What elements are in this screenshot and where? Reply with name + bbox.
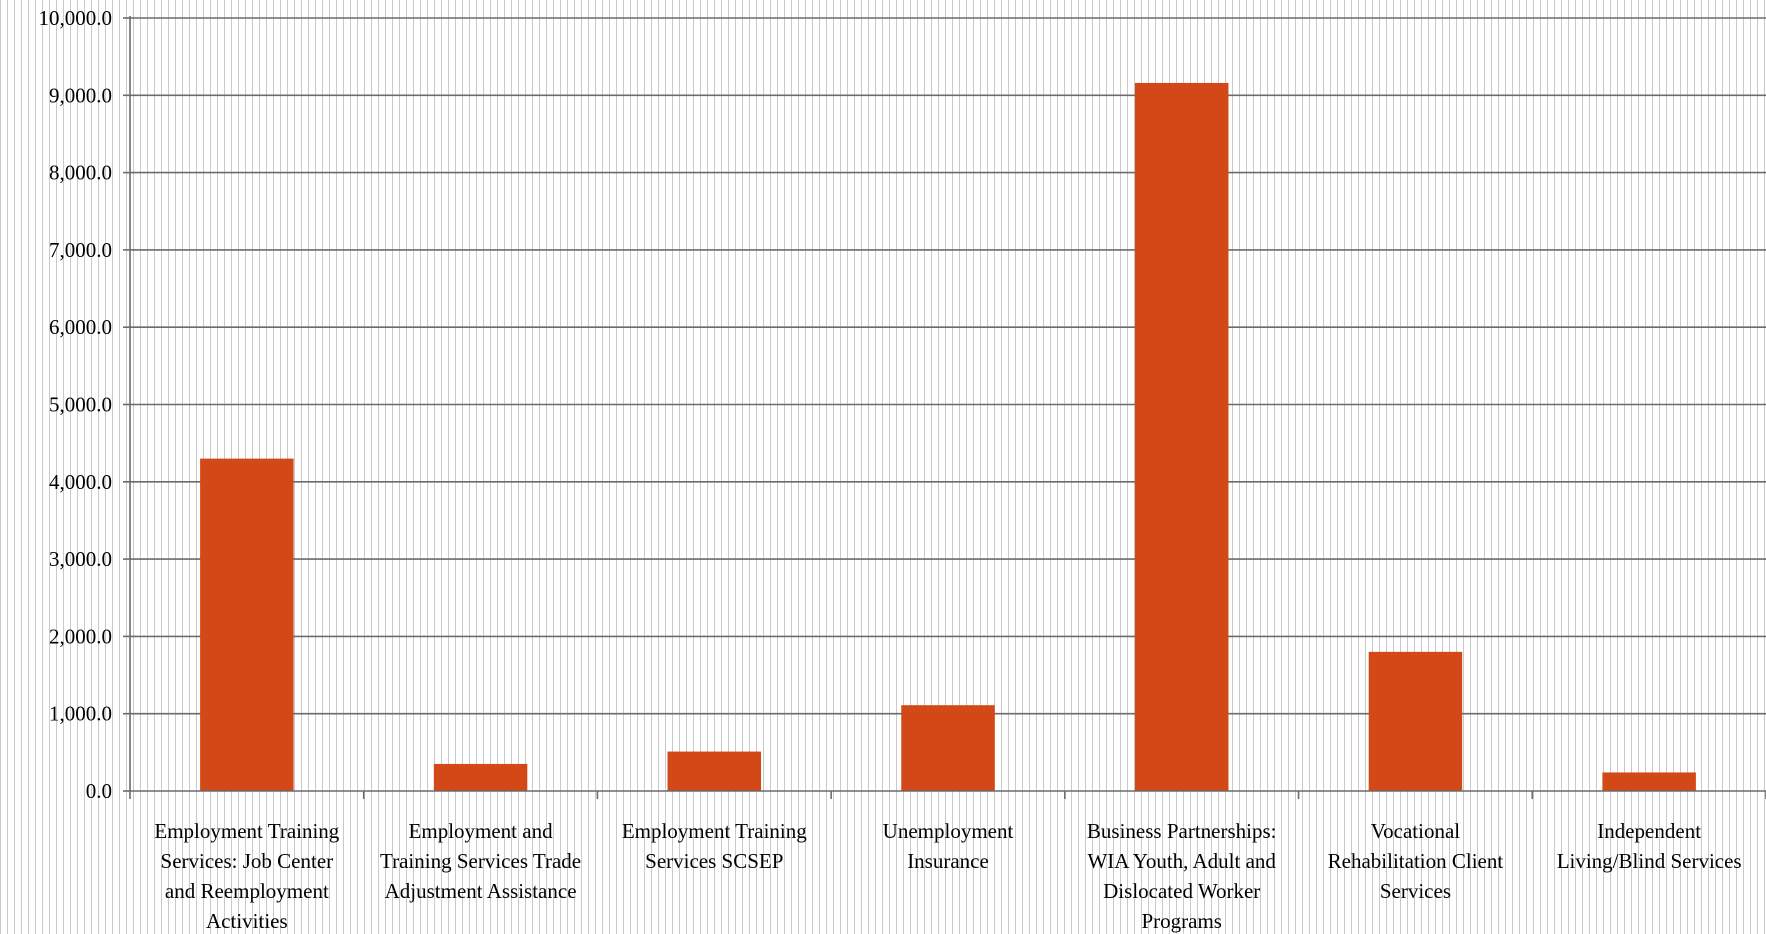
bar <box>433 763 528 791</box>
x-category-label: Vocational Rehabilitation Client Services <box>1328 819 1504 903</box>
y-tick-label: 2,000.0 <box>49 624 112 648</box>
y-tick-label: 8,000.0 <box>49 161 112 185</box>
y-tick-label: 7,000.0 <box>49 238 112 262</box>
axes <box>123 16 1766 799</box>
labels: 0.0 1,000.0 2,000.0 3,000.0 4,000.0 5,000.0 6,… <box>39 6 1742 933</box>
bar <box>1368 651 1463 791</box>
y-tick-label: 9,000.0 <box>49 83 112 107</box>
bar <box>667 751 762 791</box>
y-tick-label: 6,000.0 <box>49 315 112 339</box>
y-tick-label: 10,000.0 <box>39 6 113 30</box>
bar <box>901 705 995 791</box>
x-category-label: Independent Living/Blind Services <box>1557 819 1742 873</box>
y-tick-label: 4,000.0 <box>49 470 112 494</box>
gridlines <box>130 17 1766 715</box>
x-category-label: Employment Training Services: Job Center a… <box>154 819 339 933</box>
bars <box>200 82 1696 791</box>
x-category-label: Employment Training Services SCSEP <box>622 819 807 873</box>
bar <box>1134 82 1229 791</box>
bar <box>1602 772 1696 791</box>
x-category-label: Unemployment Insurance <box>883 819 1014 873</box>
x-category-label: Employment and Training Services Trade Adj… <box>380 819 581 903</box>
x-category-label: Business Partnerships: WIA Youth, Adult a… <box>1087 819 1277 933</box>
y-tick-label: 5,000.0 <box>49 393 112 417</box>
y-tick-label: 0.0 <box>86 779 112 803</box>
y-tick-label: 3,000.0 <box>49 547 112 571</box>
bar <box>200 458 294 791</box>
y-tick-label: 1,000.0 <box>49 702 112 726</box>
